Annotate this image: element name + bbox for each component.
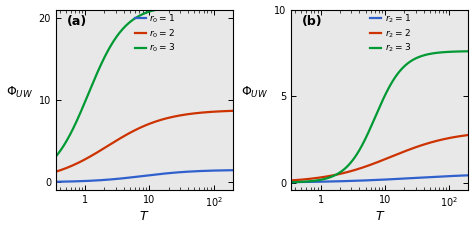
Line: $r_0 = 1$: $r_0 = 1$ <box>56 170 233 182</box>
Line: $r_0 = 2$: $r_0 = 2$ <box>56 111 233 172</box>
$r_2 = 1$ <box>465 174 471 177</box>
$r_0 = 3$ <box>53 155 59 158</box>
$r_0 = 2$ <box>194 112 200 114</box>
$r_0 = 3$ <box>191 5 197 7</box>
$r_0 = 2$ <box>53 170 59 173</box>
$r_2 = 2$ <box>410 147 416 150</box>
Legend: $r_0 = 1$, $r_0 = 2$, $r_0 = 3$: $r_0 = 1$, $r_0 = 2$, $r_0 = 3$ <box>135 12 175 54</box>
Line: $r_2 = 1$: $r_2 = 1$ <box>292 175 468 182</box>
$r_2 = 1$ <box>430 176 436 178</box>
Y-axis label: $\Phi_{UW}$: $\Phi_{UW}$ <box>6 85 33 100</box>
Line: $r_2 = 2$: $r_2 = 2$ <box>292 135 468 180</box>
$r_2 = 3$ <box>307 180 312 183</box>
$r_2 = 1$ <box>366 179 372 182</box>
$r_0 = 2$ <box>174 114 180 117</box>
$r_0 = 2$ <box>131 129 137 132</box>
$r_2 = 2$ <box>289 179 294 182</box>
$r_2 = 2$ <box>427 142 432 144</box>
$r_2 = 1$ <box>410 177 416 180</box>
Text: (a): (a) <box>66 15 87 28</box>
$r_2 = 1$ <box>307 180 312 183</box>
$r_2 = 2$ <box>465 134 471 136</box>
$r_2 = 3$ <box>465 50 471 53</box>
$r_0 = 3$ <box>194 5 200 7</box>
$r_0 = 2$ <box>125 133 130 136</box>
$r_2 = 1$ <box>289 181 294 183</box>
$r_2 = 2$ <box>366 164 372 166</box>
X-axis label: $T$: $T$ <box>139 210 150 224</box>
$r_2 = 3$ <box>410 58 416 61</box>
Y-axis label: $\Phi_{UW}$: $\Phi_{UW}$ <box>241 85 268 100</box>
$r_0 = 3$ <box>230 4 236 7</box>
$r_0 = 2$ <box>230 109 236 112</box>
$r_0 = 1$ <box>125 176 130 179</box>
Line: $r_2 = 3$: $r_2 = 3$ <box>292 51 468 182</box>
X-axis label: $T$: $T$ <box>375 210 385 224</box>
$r_2 = 2$ <box>360 166 366 169</box>
$r_0 = 2$ <box>191 112 197 115</box>
$r_0 = 1$ <box>194 170 200 173</box>
$r_2 = 1$ <box>360 179 366 182</box>
$r_2 = 3$ <box>430 52 436 55</box>
$r_2 = 2$ <box>307 177 312 180</box>
$r_0 = 1$ <box>174 171 180 174</box>
$r_2 = 3$ <box>360 142 366 145</box>
$r_0 = 1$ <box>53 180 59 183</box>
$r_2 = 2$ <box>430 141 436 143</box>
Line: $r_0 = 3$: $r_0 = 3$ <box>56 5 233 156</box>
Legend: $r_2 = 1$, $r_2 = 2$, $r_2 = 3$: $r_2 = 1$, $r_2 = 2$, $r_2 = 3$ <box>370 12 411 54</box>
Text: (b): (b) <box>302 15 323 28</box>
$r_2 = 3$ <box>366 129 372 132</box>
$r_0 = 3$ <box>125 23 130 26</box>
$r_2 = 3$ <box>427 53 432 55</box>
$r_0 = 3$ <box>174 5 180 8</box>
$r_2 = 3$ <box>289 181 294 184</box>
$r_0 = 1$ <box>191 170 197 173</box>
$r_0 = 1$ <box>71 180 77 183</box>
$r_0 = 1$ <box>131 176 137 178</box>
$r_2 = 1$ <box>427 176 432 179</box>
$r_0 = 3$ <box>71 125 77 128</box>
$r_0 = 3$ <box>131 18 137 20</box>
$r_0 = 2$ <box>71 164 77 166</box>
$r_0 = 1$ <box>230 169 236 172</box>
